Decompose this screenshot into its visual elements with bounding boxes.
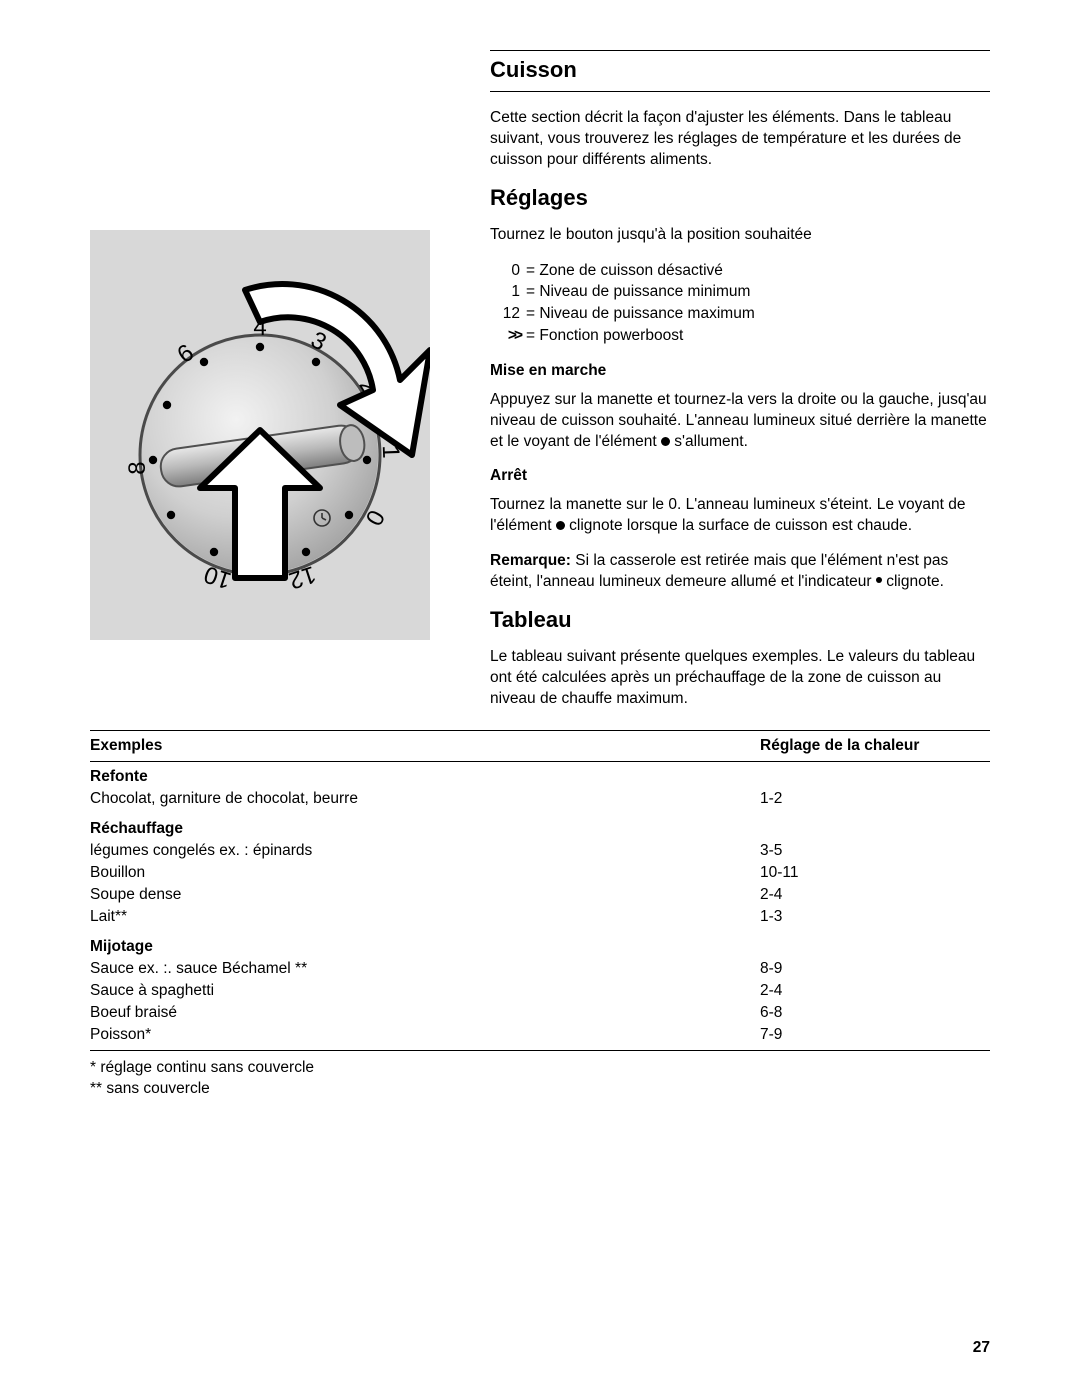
group-mijotage: Mijotage	[90, 932, 760, 958]
reglages-intro: Tournez le bouton jusqu'à la position so…	[490, 225, 990, 246]
col-examples: Exemples	[90, 730, 760, 761]
row-label: Lait**	[90, 906, 760, 932]
row-label: légumes congelés ex. : épinards	[90, 840, 760, 862]
setting-val-2: = Niveau de puissance maximum	[526, 303, 990, 325]
row-label: Bouillon	[90, 862, 760, 884]
knob-illustration: 4 3 2 1 0 12 10 8 6	[90, 230, 430, 640]
remarque-label: Remarque:	[490, 552, 571, 569]
row-heat: 8-9	[760, 958, 990, 980]
row-heat: 1-2	[760, 788, 990, 814]
dial-num-0: 0	[360, 505, 390, 529]
remarque-text: Remarque: Si la casserole est retirée ma…	[490, 551, 990, 593]
mise-en-marche-title: Mise en marche	[490, 362, 990, 380]
footnote-1: * réglage continu sans couvercle	[90, 1057, 990, 1079]
section-title-tableau: Tableau	[490, 607, 990, 633]
row-label: Soupe dense	[90, 884, 760, 906]
row-heat: 3-5	[760, 840, 990, 862]
group-refonte: Refonte	[90, 761, 760, 788]
row-heat: 1-3	[760, 906, 990, 932]
cuisson-intro: Cette section décrit la façon d'ajuster …	[490, 108, 990, 171]
row-heat: 7-9	[760, 1024, 990, 1050]
dial-num-3: 3	[306, 326, 330, 356]
page-number: 27	[973, 1339, 990, 1357]
examples-table: Exemples Réglage de la chaleur Refonte C…	[90, 730, 990, 1050]
settings-list: 0 = Zone de cuisson désactivé 1 = Niveau…	[490, 260, 990, 347]
row-label: Boeuf braisé	[90, 1002, 760, 1024]
arret-title: Arrêt	[490, 467, 990, 485]
element-indicator-dot-icon	[661, 437, 670, 446]
group-rechauffage: Réchauffage	[90, 814, 760, 840]
arret-text: Tournez la manette sur le 0. L'anneau lu…	[490, 495, 990, 537]
row-heat: 10-11	[760, 862, 990, 884]
footnotes: * réglage continu sans couvercle ** sans…	[90, 1057, 990, 1100]
setting-key-0: 0	[490, 260, 526, 282]
dial-num-8: 8	[124, 461, 151, 474]
row-heat: 2-4	[760, 884, 990, 906]
tableau-intro: Le tableau suivant présente quelques exe…	[490, 647, 990, 710]
powerboost-icon: >>	[508, 325, 520, 347]
setting-key-2: 12	[490, 303, 526, 325]
row-label: Chocolat, garniture de chocolat, beurre	[90, 788, 760, 814]
mise-en-marche-text: Appuyez sur la manette et tournez-la ver…	[490, 390, 990, 453]
indicator-dot-small-icon	[876, 577, 882, 583]
row-label: Poisson*	[90, 1024, 760, 1050]
section-title-reglages: Réglages	[490, 185, 990, 211]
row-heat: 6-8	[760, 1002, 990, 1024]
section-title-cuisson: Cuisson	[490, 50, 990, 92]
col-heat: Réglage de la chaleur	[760, 730, 990, 761]
setting-val-0: = Zone de cuisson désactivé	[526, 260, 990, 282]
setting-key-1: 1	[490, 281, 526, 303]
setting-key-3: >>	[490, 325, 526, 347]
row-label: Sauce à spaghetti	[90, 980, 760, 1002]
element-indicator-dot-icon	[556, 521, 565, 530]
row-heat: 2-4	[760, 980, 990, 1002]
setting-val-3: = Fonction powerboost	[526, 325, 990, 347]
row-label: Sauce ex. :. sauce Béchamel **	[90, 958, 760, 980]
footnote-2: ** sans couvercle	[90, 1078, 990, 1100]
setting-val-1: = Niveau de puissance minimum	[526, 281, 990, 303]
